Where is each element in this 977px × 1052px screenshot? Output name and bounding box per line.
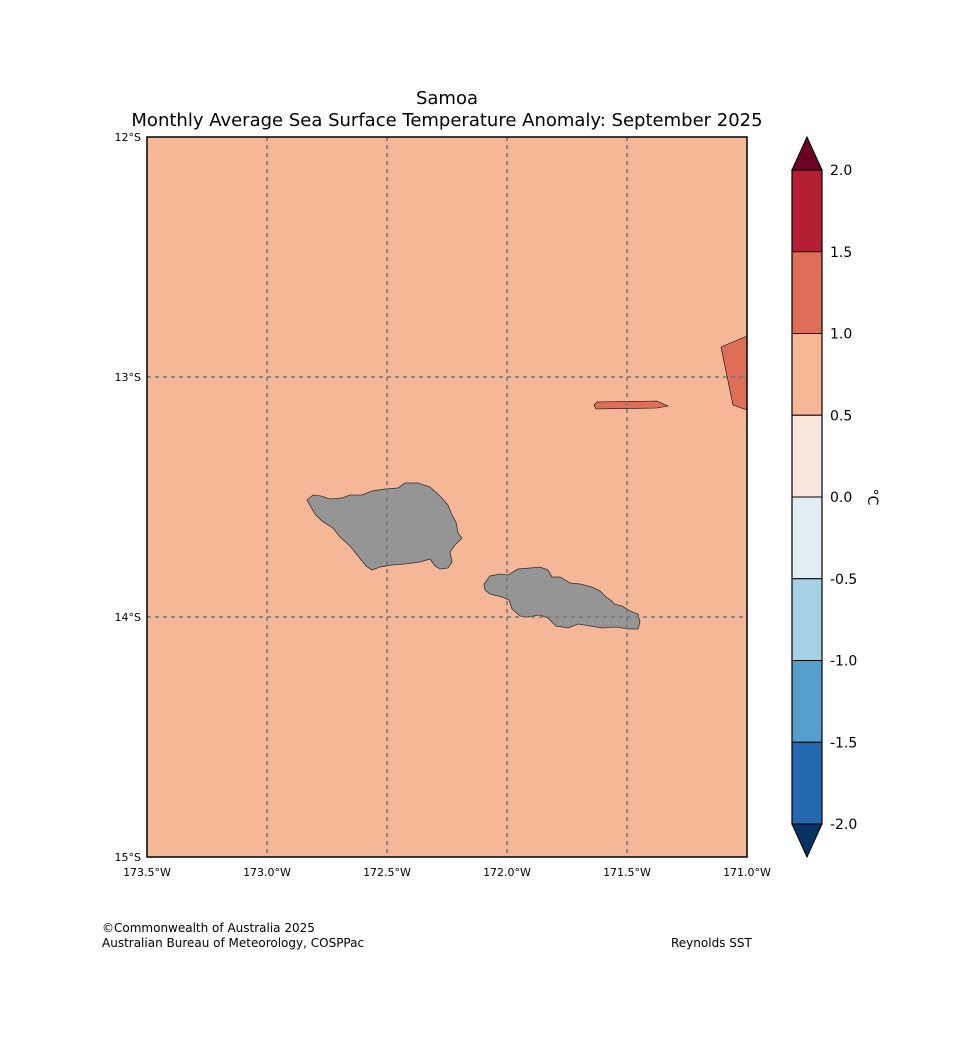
- map-region-title: Samoa: [415, 88, 479, 109]
- sst-anomaly-field: [147, 137, 747, 857]
- latitude-tick-label: 12°S: [115, 131, 141, 144]
- colorbar-tick-label: 1.5: [830, 245, 852, 261]
- colorbar-ticks: 2.0 1.5 1.0 0.5 0.0 -0.5 -1.0 -1.5 -2.0: [830, 163, 857, 833]
- colorbar-tick-label: -1.0: [830, 654, 857, 670]
- latitude-tick-label: 13°S: [115, 371, 141, 384]
- data-source-credit: Reynolds SST: [671, 936, 752, 950]
- colorbar-tick-label: 2.0: [830, 163, 852, 179]
- colorbar-outline: [791, 169, 823, 825]
- colorbar-tick-label: 0.5: [830, 408, 852, 424]
- colorbar-band: [791, 333, 823, 416]
- longitude-tick-label: 171.5°W: [603, 866, 651, 879]
- colorbar-tick-label: 1.0: [830, 327, 852, 343]
- latitude-axis: 12°S 13°S 14°S 15°S: [115, 131, 141, 864]
- colorbar-tick-label: -0.5: [830, 572, 857, 588]
- longitude-tick-label: 172.0°W: [483, 866, 531, 879]
- longitude-tick-label: 173.5°W: [123, 866, 171, 879]
- colorbar-under-extension: [791, 823, 823, 859]
- colorbar-band: [791, 496, 823, 580]
- longitude-axis: 173.5°W 173.0°W 172.5°W 172.0°W 171.5°W 171.0…: [123, 866, 771, 879]
- colorbar-band: [791, 578, 823, 661]
- longitude-tick-label: 173.0°W: [243, 866, 291, 879]
- colorbar-band: [791, 251, 823, 334]
- island-savaii: [306, 482, 463, 571]
- longitude-tick-label: 171.0°W: [723, 866, 771, 879]
- colorbar: [791, 135, 823, 859]
- latitude-tick-label: 15°S: [115, 851, 141, 864]
- longitude-tick-label: 172.5°W: [363, 866, 411, 879]
- copyright-notice: ©Commonwealth of Australia 2025: [102, 921, 315, 935]
- island-upolu: [483, 566, 641, 630]
- organisation-credit: Australian Bureau of Meteorology, COSPPa…: [102, 936, 365, 950]
- colorbar-tick-label: 0.0: [830, 490, 852, 506]
- colorbar-tick-label: -1.5: [830, 735, 857, 751]
- colorbar-band: [791, 660, 823, 743]
- colorbar-tick-label: -2.0: [830, 817, 857, 833]
- map-frame: [146, 136, 748, 858]
- colorbar-over-extension: [791, 135, 823, 171]
- latitude-tick-label: 14°S: [115, 611, 141, 624]
- warm-anomaly-patch-small: [593, 400, 669, 410]
- colorbar-band: [791, 741, 823, 825]
- colorbar-unit-label: °C: [864, 489, 880, 506]
- graticule: [147, 137, 747, 857]
- map-title: Monthly Average Sea Surface Temperature …: [131, 110, 763, 131]
- colorbar-band: [791, 169, 823, 253]
- colorbar-band: [791, 414, 823, 498]
